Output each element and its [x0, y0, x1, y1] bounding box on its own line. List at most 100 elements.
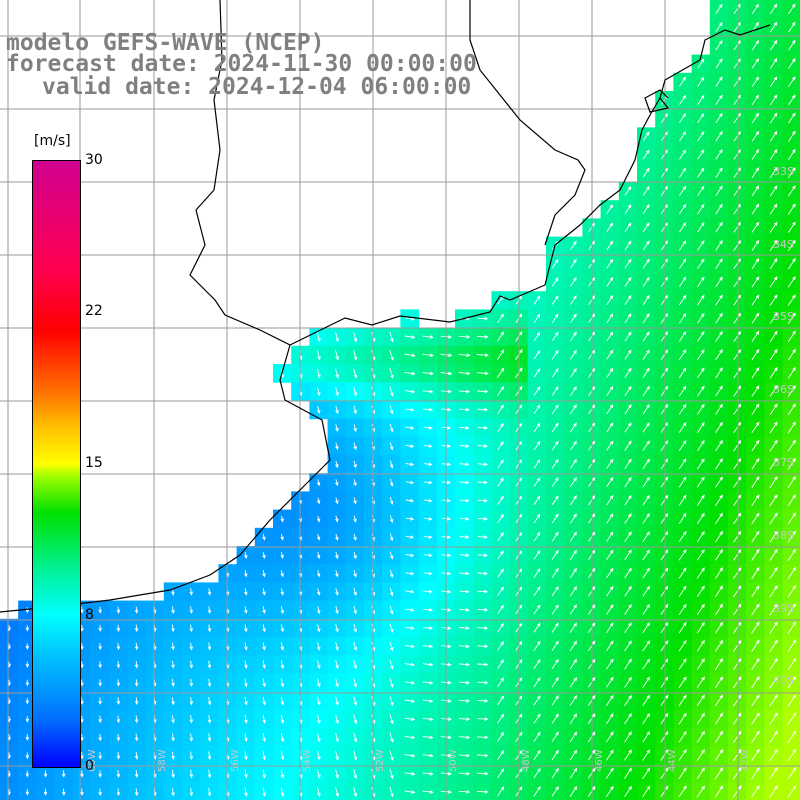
wind-arrow: [189, 606, 193, 615]
wind-arrow: [533, 786, 541, 797]
wind-arrow: [569, 695, 578, 706]
wind-arrow: [189, 697, 194, 706]
wind-arrow: [317, 642, 321, 651]
wind-arrow: [678, 785, 687, 798]
wind-arrow: [696, 712, 705, 725]
wind-arrow: [660, 731, 669, 743]
wind-arrow: [171, 624, 175, 633]
wind-arrow: [244, 714, 248, 724]
wind-arrow: [551, 676, 559, 688]
wind-arrow: [262, 642, 266, 651]
wind-arrow: [642, 313, 650, 324]
wind-arrow: [769, 676, 778, 689]
wind-arrow: [116, 679, 121, 687]
latitude-label: 39S: [773, 602, 794, 615]
wind-arrow: [317, 678, 321, 688]
wind-arrow: [389, 386, 394, 397]
wind-arrow: [476, 771, 489, 776]
wind-arrow: [389, 405, 394, 415]
wind-arrow: [642, 658, 651, 670]
wind-arrow: [769, 530, 778, 543]
wind-arrow: [316, 515, 321, 523]
wind-arrow: [533, 295, 541, 305]
wind-arrow: [606, 604, 614, 615]
wind-arrow: [477, 680, 489, 685]
wind-arrow: [353, 641, 358, 652]
wind-arrow: [606, 204, 614, 214]
wind-arrow: [25, 752, 30, 760]
wind-arrow: [569, 549, 577, 560]
wind-arrow: [660, 312, 668, 324]
wind-arrow: [189, 769, 194, 779]
wind-arrow: [660, 458, 669, 470]
wind-arrow: [497, 768, 505, 779]
wind-arrow: [605, 767, 614, 779]
wind-arrow: [787, 512, 796, 525]
wind-arrow: [678, 294, 687, 306]
wind-arrow: [606, 567, 614, 579]
wind-arrow: [606, 276, 614, 287]
wind-arrow: [569, 749, 578, 761]
wind-arrow: [787, 257, 796, 270]
wind-arrow: [189, 660, 194, 669]
wind-arrow: [497, 749, 505, 761]
wind-arrow: [678, 749, 687, 761]
wind-arrow: [696, 621, 705, 634]
wind-arrow: [280, 787, 285, 797]
wind-arrow: [769, 276, 778, 288]
wind-arrow: [551, 567, 559, 579]
wind-cell: [782, 782, 800, 800]
wind-arrow: [317, 624, 321, 633]
wind-arrow: [733, 548, 742, 561]
wind-arrow: [189, 751, 194, 760]
wind-arrow: [751, 766, 760, 780]
wind-arrow: [389, 368, 394, 379]
wind-arrow: [134, 642, 139, 651]
wind-arrow: [787, 203, 796, 215]
wind-arrow: [497, 550, 504, 560]
wind-arrow: [551, 531, 559, 542]
wind-arrow: [769, 403, 778, 416]
wind-arrow: [404, 389, 416, 394]
wind-arrow: [660, 785, 669, 798]
wind-arrow: [606, 458, 614, 469]
wind-arrow: [405, 553, 415, 558]
wind-arrow: [624, 694, 632, 706]
wind-arrow: [458, 335, 471, 339]
wind-arrow: [714, 748, 724, 762]
wind-arrow: [733, 439, 742, 452]
wind-arrow: [660, 476, 669, 488]
wind-arrow: [80, 643, 84, 651]
wind-arrow: [458, 735, 471, 740]
wind-arrow: [353, 533, 357, 541]
latitude-label: 38S: [773, 529, 794, 542]
wind-arrow: [422, 389, 434, 394]
wind-arrow: [497, 477, 504, 487]
wind-arrow: [751, 149, 760, 160]
wind-arrow: [696, 676, 705, 689]
wind-arrow: [624, 422, 632, 433]
wind-arrow: [606, 640, 614, 652]
wind-arrow: [733, 403, 742, 415]
wind-arrow: [476, 371, 489, 376]
wind-arrow: [353, 479, 357, 487]
wind-arrow: [244, 642, 248, 651]
wind-arrow: [335, 424, 339, 432]
wind-arrow: [569, 713, 578, 724]
wind-arrow: [714, 712, 724, 725]
wind-arrow: [660, 512, 669, 524]
wind-arrow: [788, 57, 796, 69]
wind-arrow: [477, 480, 488, 485]
wind-arrow: [423, 535, 433, 539]
wind-arrow: [477, 517, 488, 521]
wind-arrow: [697, 221, 705, 233]
wind-arrow: [769, 657, 778, 671]
wind-arrow: [98, 642, 102, 651]
wind-arrow: [642, 294, 650, 306]
wind-arrow: [280, 642, 285, 651]
wind-arrow: [533, 549, 541, 560]
wind-arrow: [335, 605, 339, 615]
wind-arrow: [280, 678, 285, 688]
wind-arrow: [25, 770, 30, 778]
wind-arrow: [262, 660, 266, 670]
